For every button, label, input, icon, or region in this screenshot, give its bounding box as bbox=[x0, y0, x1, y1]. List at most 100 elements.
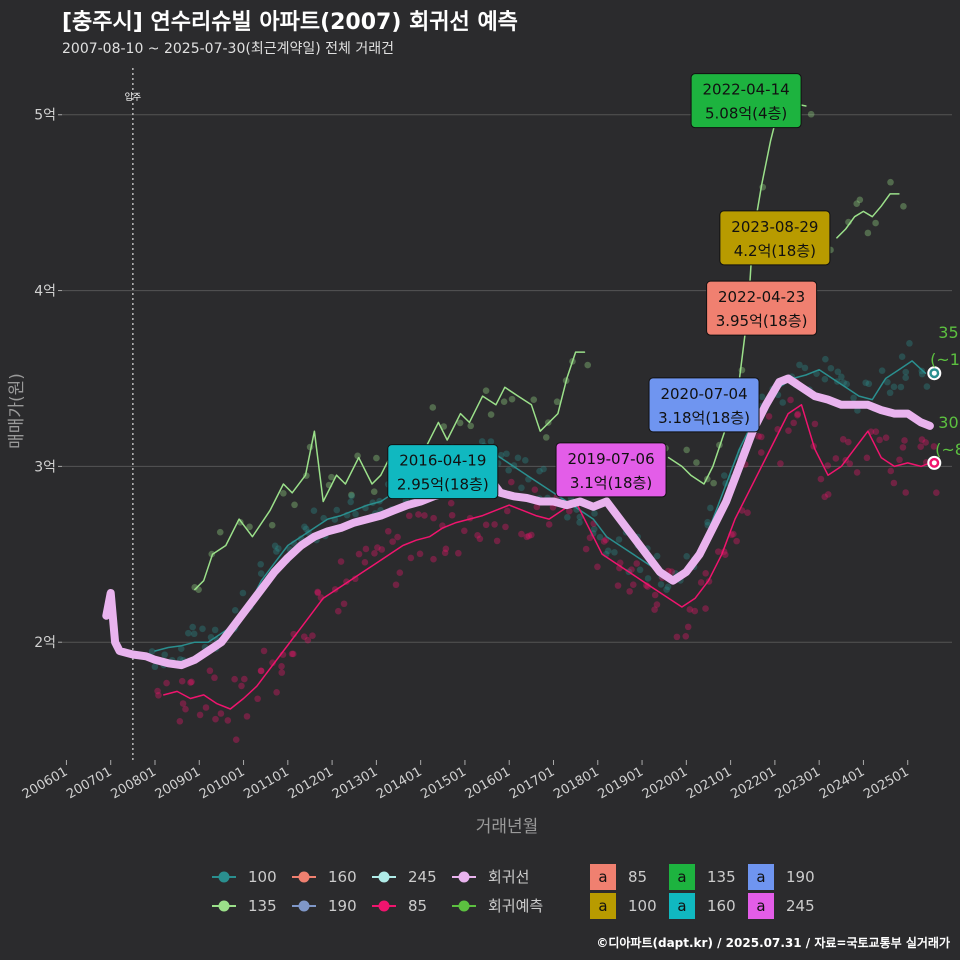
transaction-point bbox=[288, 650, 296, 658]
annotation-value: 4.2억(18층) bbox=[734, 242, 816, 260]
transaction-point bbox=[314, 588, 321, 596]
transaction-point bbox=[188, 678, 195, 686]
annotation-value: 5.08억(4층) bbox=[705, 105, 787, 123]
transaction-point bbox=[211, 626, 219, 634]
transaction-point bbox=[682, 632, 690, 640]
transaction-point bbox=[876, 436, 883, 444]
x-tick-label: 201101 bbox=[241, 764, 291, 802]
transaction-point bbox=[628, 566, 635, 573]
regression-line bbox=[102, 374, 934, 670]
transaction-point bbox=[854, 407, 861, 414]
transaction-point bbox=[853, 200, 861, 208]
legend-dot-swatch bbox=[378, 871, 390, 883]
transaction-point bbox=[351, 575, 359, 583]
transaction-point bbox=[886, 389, 894, 397]
x-tick-label: 200701 bbox=[64, 764, 114, 802]
transaction-point bbox=[389, 538, 396, 545]
transaction-point bbox=[493, 537, 501, 545]
transaction-point bbox=[415, 511, 422, 518]
transaction-point bbox=[309, 632, 316, 640]
transaction-point bbox=[280, 489, 287, 497]
transaction-point bbox=[533, 503, 541, 511]
transaction-point bbox=[273, 688, 280, 696]
transaction-point bbox=[231, 607, 239, 614]
transaction-point bbox=[664, 583, 672, 591]
transaction-point bbox=[853, 469, 861, 476]
transaction-point bbox=[505, 466, 512, 474]
transaction-point bbox=[384, 527, 392, 535]
transaction-point bbox=[362, 545, 370, 553]
transaction-point bbox=[441, 549, 449, 557]
x-tick-label: 201801 bbox=[551, 764, 601, 802]
x-axis-title: 거래년월 bbox=[476, 817, 539, 837]
annotation-value: 3.18억(18층) bbox=[658, 409, 750, 427]
annotation-box bbox=[555, 442, 667, 498]
legend-fill-glyph: a bbox=[756, 868, 765, 886]
transaction-point bbox=[872, 219, 879, 227]
transaction-point bbox=[794, 410, 802, 418]
transaction-point bbox=[611, 549, 618, 556]
transaction-point bbox=[502, 523, 509, 531]
x-tick-label: 200901 bbox=[153, 764, 203, 802]
transaction-point bbox=[289, 650, 297, 658]
transaction-point bbox=[273, 548, 280, 555]
transaction-point bbox=[896, 456, 903, 464]
forecast-point-center bbox=[931, 460, 937, 466]
transaction-point bbox=[693, 459, 700, 466]
legend-fill-swatch bbox=[669, 893, 695, 919]
transaction-point bbox=[476, 535, 484, 543]
x-tick-label: 201501 bbox=[418, 764, 468, 802]
annotation-box bbox=[690, 73, 802, 129]
transaction-point bbox=[765, 413, 773, 420]
transaction-point bbox=[902, 489, 910, 496]
forecast-value-label: 35,333 bbox=[938, 323, 960, 342]
transaction-point bbox=[811, 420, 819, 428]
transaction-point bbox=[254, 695, 261, 703]
transaction-point bbox=[691, 607, 699, 615]
transaction-point bbox=[182, 705, 189, 713]
transaction-point bbox=[257, 667, 265, 675]
transaction-point bbox=[500, 398, 508, 405]
transaction-point bbox=[832, 455, 840, 462]
transaction-point bbox=[862, 379, 870, 387]
transaction-point bbox=[199, 625, 206, 633]
transaction-point bbox=[779, 399, 787, 406]
annotation-date: 2020-07-04 bbox=[660, 385, 747, 403]
transaction-point bbox=[715, 548, 722, 555]
transaction-point bbox=[268, 521, 276, 529]
transaction-point bbox=[371, 550, 378, 557]
transaction-point bbox=[487, 411, 495, 418]
transaction-point bbox=[923, 383, 931, 390]
x-tick-label: 201601 bbox=[463, 764, 513, 802]
transaction-point bbox=[917, 443, 925, 451]
legend-fill-glyph: a bbox=[756, 897, 765, 915]
transaction-point bbox=[591, 510, 598, 517]
transaction-point bbox=[657, 581, 665, 588]
transaction-point bbox=[148, 648, 156, 655]
transaction-point bbox=[525, 532, 533, 540]
transaction-point bbox=[211, 674, 218, 682]
transaction-point bbox=[850, 394, 857, 402]
transaction-point bbox=[890, 479, 898, 487]
transaction-point bbox=[302, 525, 310, 533]
transaction-point bbox=[202, 704, 210, 711]
transaction-point bbox=[178, 677, 186, 685]
transaction-point bbox=[522, 457, 529, 464]
x-tick-label: 201401 bbox=[374, 764, 424, 802]
legend-fill-label: 160 bbox=[707, 897, 736, 915]
transaction-point bbox=[482, 387, 490, 394]
transaction-point bbox=[882, 434, 890, 441]
transaction-point bbox=[757, 449, 765, 456]
x-tick-label: 200601 bbox=[20, 764, 70, 802]
transaction-point bbox=[206, 667, 214, 675]
transaction-point bbox=[461, 527, 468, 535]
y-tick-label: 4억 bbox=[34, 284, 56, 300]
annotation-date: 2023-08-29 bbox=[731, 218, 818, 236]
series-line-135 bbox=[836, 193, 900, 239]
legend-fill-label: 85 bbox=[628, 868, 647, 886]
source-caption: ©디아파트(dapt.kr) / 2025.07.31 / 자료=국토교통부 실… bbox=[596, 936, 950, 950]
transaction-point bbox=[177, 645, 185, 653]
transaction-point bbox=[243, 713, 251, 720]
transaction-point bbox=[863, 454, 871, 462]
transaction-point bbox=[257, 570, 265, 577]
